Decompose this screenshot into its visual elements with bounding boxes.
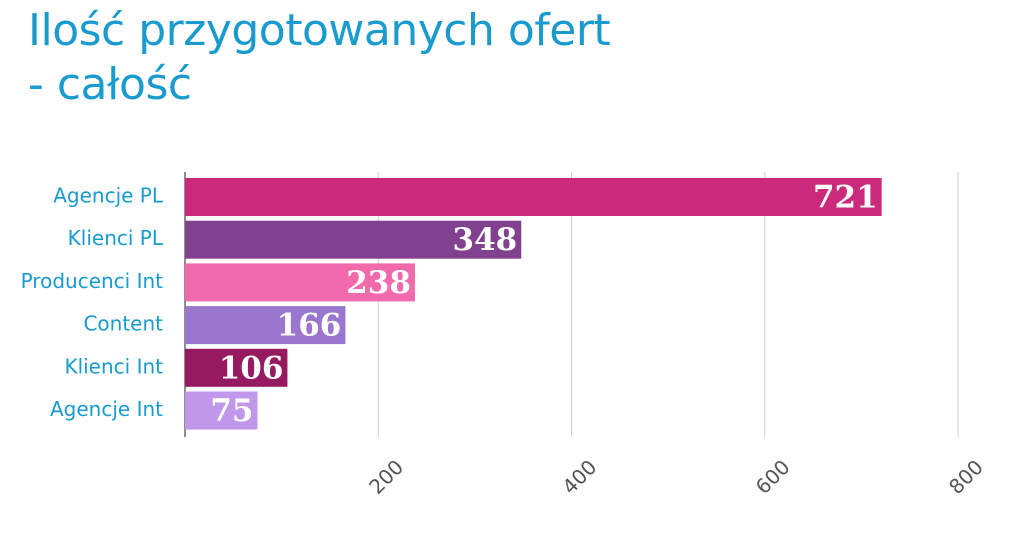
data-label-agencje-int: 75: [210, 393, 253, 429]
bar-klienci-int: [185, 348, 288, 387]
category-label-content: Content: [83, 312, 163, 336]
chart-title-line2: - całość: [28, 59, 192, 110]
x-tick-label-200: 200: [364, 455, 408, 499]
data-label-content: 166: [277, 308, 342, 344]
bar-agencje-int: [185, 391, 258, 430]
bar-producenci-int: [185, 263, 415, 302]
data-label-klienci-pl: 348: [453, 222, 518, 258]
category-label-agencje-int: Agencje Int: [50, 397, 163, 421]
bar-agencje-pl: [185, 178, 882, 216]
category-label-klienci-int: Klienci Int: [64, 354, 163, 378]
x-tick-label-600: 600: [751, 455, 795, 499]
chart-title: Ilość przygotowanych ofert - całość: [28, 4, 611, 112]
chart-title-line1: Ilość przygotowanych ofert: [28, 5, 611, 56]
data-label-producenci-int: 238: [346, 265, 411, 301]
data-label-agencje-pl: 721: [813, 180, 878, 216]
category-label-producenci-int: Producenci Int: [21, 269, 164, 293]
category-label-klienci-pl: Klienci PL: [68, 226, 164, 250]
category-label-agencje-pl: Agencje PL: [53, 184, 164, 208]
x-tick-label-800: 800: [944, 455, 988, 499]
data-label-klienci-int: 106: [219, 350, 284, 386]
x-tick-label-400: 400: [557, 455, 601, 499]
bar-content: [185, 306, 346, 345]
bar-klienci-pl: [185, 220, 522, 259]
